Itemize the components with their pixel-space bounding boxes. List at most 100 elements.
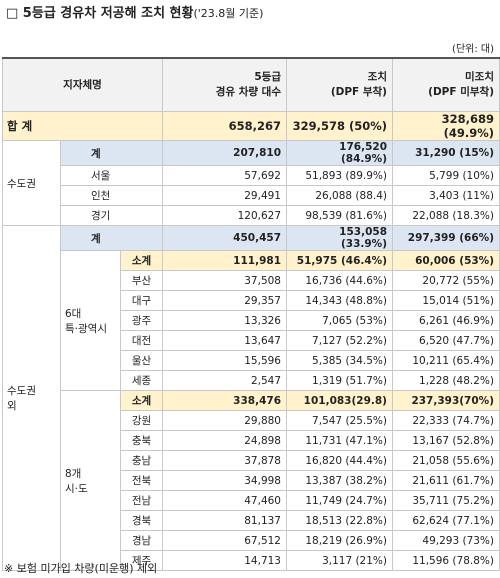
table-cell: 계	[60, 225, 163, 251]
table-cell: 경남	[120, 530, 163, 551]
table-cell: 34,998	[162, 470, 287, 491]
table-cell: 15,014 (51%)	[392, 290, 500, 311]
table-cell: 207,810	[162, 140, 287, 166]
table-cell: 울산	[120, 350, 163, 371]
table-cell: 5등급 경유 차량 대수	[162, 57, 287, 112]
table-row: 세종 2,547 1,319 (51.7%) 1,228 (48.2%)	[3, 370, 500, 391]
table-cell: 51,975 (46.4%)	[286, 250, 393, 271]
table-cell: 20,772 (55%)	[392, 270, 500, 291]
table-cell: 미조치 (DPF 미부착)	[392, 57, 500, 112]
table-cell: 전북	[120, 470, 163, 491]
table-cell: 29,491	[162, 185, 287, 206]
table-cell: 소계	[120, 250, 163, 271]
table-cell: 14,343 (48.8%)	[286, 290, 393, 311]
table-cell: 60,006 (53%)	[392, 250, 500, 271]
table-cell: 6,261 (46.9%)	[392, 310, 500, 331]
table-cell: 297,399 (66%)	[392, 225, 500, 251]
table-cell: 111,981	[162, 250, 287, 271]
table-cell: 합 계	[2, 111, 163, 141]
table-row: 충북 24,898 11,731 (47.1%) 13,167 (52.8%)	[3, 430, 500, 451]
table-cell: 13,326	[162, 310, 287, 331]
table-cell: 31,290 (15%)	[392, 140, 500, 166]
table-row: 8개 시·도 소계 338,476 101,083(29.8) 237,393(70%)	[3, 390, 500, 571]
table-cell: 153,058 (33.9%)	[286, 225, 393, 251]
table-row: 대전 13,647 7,127 (52.2%) 6,520 (47.7%)	[3, 330, 500, 351]
table-cell: 51,893 (89.9%)	[286, 165, 393, 186]
table-cell: 수도권 외	[2, 225, 61, 571]
unit: (단위: 대)	[452, 44, 494, 55]
table-cell: 2,547	[162, 370, 287, 391]
table-row: 경기 120,627 98,539 (81.6%) 22,088 (18.3%)	[3, 205, 500, 226]
table-cell: 22,333 (74.7%)	[392, 410, 500, 431]
table: 지자체명 5등급 경유 차량 대수 조치 (DPF 부착) 미조치 (DPF 미부착)…	[2, 57, 500, 571]
table-row: 경남 67,512 18,219 (26.9%) 49,293 (73%)	[3, 530, 500, 551]
table-cell: 5,799 (10%)	[392, 165, 500, 186]
table-row: 인천 29,491 26,088 (88.4) 3,403 (11%)	[3, 185, 500, 206]
table-cell: 부산	[120, 270, 163, 291]
table-row: 수도권 계 207,810 176,520 (84.9%) 31,290 (15%)	[2, 140, 500, 226]
table-row: 합 계 658,267 329,578 (50%) 328,689 (49.9%)	[2, 111, 500, 141]
table-cell: 29,880	[162, 410, 287, 431]
table-cell: 8개 시·도	[60, 390, 121, 571]
table-cell: 충북	[120, 430, 163, 451]
table-cell: 37,878	[162, 450, 287, 471]
table-cell: 49,293 (73%)	[392, 530, 500, 551]
table-body: 지자체명 5등급 경유 차량 대수 조치 (DPF 부착) 미조치 (DPF 미부착)…	[2, 57, 500, 571]
table-cell: 37,508	[162, 270, 287, 291]
table-cell: 7,547 (25.5%)	[286, 410, 393, 431]
table-cell: 11,731 (47.1%)	[286, 430, 393, 451]
table-row: 지자체명 5등급 경유 차량 대수 조치 (DPF 부착) 미조치 (DPF 미부착)	[2, 57, 500, 112]
table-cell: 24,898	[162, 430, 287, 451]
table-cell: 338,476	[162, 390, 287, 411]
table-cell: 21,058 (55.6%)	[392, 450, 500, 471]
table-cell: 6대 특·광역시	[60, 250, 121, 391]
table-cell: 7,127 (52.2%)	[286, 330, 393, 351]
table-cell: 1,228 (48.2%)	[392, 370, 500, 391]
table-cell: 120,627	[162, 205, 287, 226]
table-cell: 서울	[60, 165, 163, 186]
table-cell: 176,520 (84.9%)	[286, 140, 393, 166]
table-cell: 47,460	[162, 490, 287, 511]
table-cell: 1,319 (51.7%)	[286, 370, 393, 391]
table-cell: 소계	[120, 390, 163, 411]
title: □ 5등급 경유차 저공해 조치 현황('23.8월 기준)	[6, 2, 263, 21]
table-cell: 대구	[120, 290, 163, 311]
title-text: □ 5등급 경유차 저공해 조치 현황	[6, 6, 194, 21]
table-cell: 경북	[120, 510, 163, 531]
table-cell: 98,539 (81.6%)	[286, 205, 393, 226]
table-cell: 18,513 (22.8%)	[286, 510, 393, 531]
table-cell: 11,749 (24.7%)	[286, 490, 393, 511]
table-cell: 5,385 (34.5%)	[286, 350, 393, 371]
table-cell: 237,393(70%)	[392, 390, 500, 411]
table-cell: 3,117 (21%)	[286, 550, 393, 571]
table-cell: 16,736 (44.6%)	[286, 270, 393, 291]
table-cell: 14,713	[162, 550, 287, 571]
table-cell: 57,692	[162, 165, 287, 186]
table-cell: 지자체명	[2, 57, 163, 112]
table-cell: 328,689 (49.9%)	[392, 111, 500, 141]
table-cell: 수도권	[2, 140, 61, 226]
table-cell: 경기	[60, 205, 163, 226]
table-cell: 조치 (DPF 부착)	[286, 57, 393, 112]
table-row: 경북 81,137 18,513 (22.8%) 62,624 (77.1%)	[3, 510, 500, 531]
table-row: 충남 37,878 16,820 (44.4%) 21,058 (55.6%)	[3, 450, 500, 471]
table-cell: 22,088 (18.3%)	[392, 205, 500, 226]
table-cell: 7,065 (53%)	[286, 310, 393, 331]
table-cell: 세종	[120, 370, 163, 391]
table-cell: 계	[60, 140, 163, 166]
table-cell: 81,137	[162, 510, 287, 531]
table-cell: 광주	[120, 310, 163, 331]
table-cell: 658,267	[162, 111, 287, 141]
table-cell: 6,520 (47.7%)	[392, 330, 500, 351]
table-row: 울산 15,596 5,385 (34.5%) 10,211 (65.4%)	[3, 350, 500, 371]
table-cell: 제주	[120, 550, 163, 571]
table-cell: 329,578 (50%)	[286, 111, 393, 141]
table-cell: 29,357	[162, 290, 287, 311]
table-cell: 13,647	[162, 330, 287, 351]
table-cell: 35,711 (75.2%)	[392, 490, 500, 511]
table-row: 제주 14,713 3,117 (21%) 11,596 (78.8%)	[3, 550, 500, 571]
table-cell: 3,403 (11%)	[392, 185, 500, 206]
table-cell: 101,083(29.8)	[286, 390, 393, 411]
table-cell: 대전	[120, 330, 163, 351]
